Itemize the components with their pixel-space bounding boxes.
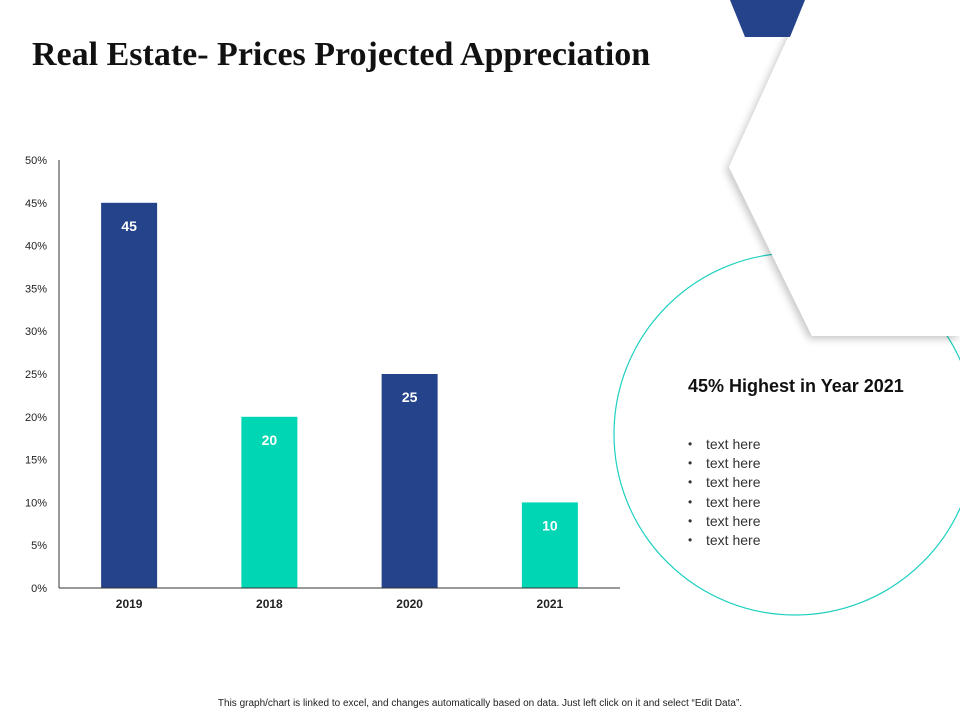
bar-data-label: 25 — [402, 389, 418, 405]
y-tick-label: 10% — [25, 497, 47, 509]
list-item-text: text here — [706, 512, 761, 529]
list-item: • text here — [688, 512, 958, 531]
bar-2018 — [241, 416, 298, 588]
highlight-panel: 45% Highest in Year 2021 • text here • tex… — [688, 376, 958, 550]
hexagon-decoration — [729, 0, 960, 336]
list-item-text: text here — [706, 455, 761, 472]
list-item-text: text here — [706, 493, 761, 510]
list-item: • text here — [688, 435, 958, 454]
x-axis: 2019 2018 2020 2021 — [59, 587, 620, 611]
footnote: This graph/chart is linked to excel, and… — [217, 698, 743, 709]
list-item: • text here — [688, 531, 958, 550]
list-item-text: text here — [706, 531, 761, 548]
x-tick-label: 2019 — [116, 597, 143, 611]
x-tick-label: 2018 — [256, 597, 283, 611]
bullet-dot: • — [688, 475, 693, 490]
y-tick-label: 50% — [25, 155, 47, 167]
bullet-list: • text here • text here • text here • text h… — [688, 435, 958, 550]
y-tick-label: 5% — [31, 540, 47, 552]
bullet-dot: • — [688, 437, 693, 451]
y-tick-label: 30% — [25, 326, 47, 338]
list-item: • text here — [688, 473, 958, 492]
x-tick-label: 2020 — [396, 597, 423, 611]
bar-data-label: 10 — [542, 517, 558, 533]
bullet-dot: • — [688, 456, 693, 471]
bars: 45 20 25 10 — [101, 202, 578, 589]
bar-data-label: 45 — [121, 218, 137, 234]
x-tick-label: 2021 — [537, 597, 564, 611]
y-tick-label: 45% — [25, 198, 47, 210]
bar-2021 — [521, 502, 578, 588]
navy-tab-decoration — [730, 0, 805, 37]
list-item: • text here — [688, 493, 958, 512]
bar-2019 — [101, 202, 158, 589]
y-tick-label: 25% — [25, 369, 47, 381]
highlight-heading: 45% Highest in Year 2021 — [688, 376, 904, 396]
bullet-dot: • — [688, 532, 693, 547]
bar-data-label: 20 — [262, 432, 278, 448]
bar-chart: 0% 5% 10% 15% 20% 25% 30% 35% 40% 45% 50% 45 20 25 10… — [25, 155, 620, 611]
list-item: • text here — [688, 454, 958, 473]
y-tick-label: 15% — [25, 455, 47, 467]
bar-2020 — [381, 374, 438, 588]
list-item-text: text here — [706, 436, 761, 452]
list-item-text: text here — [706, 474, 761, 491]
y-axis: 0% 5% 10% 15% 20% 25% 30% 35% 40% 45% 50% — [25, 155, 60, 595]
bullet-dot: • — [688, 513, 693, 528]
y-tick-label: 35% — [25, 283, 47, 295]
y-tick-label: 0% — [31, 583, 47, 595]
bullet-dot: • — [688, 494, 693, 509]
y-tick-label: 40% — [25, 241, 47, 253]
y-tick-label: 20% — [25, 412, 47, 424]
page-title: Real Estate- Prices Projected Appreciati… — [32, 36, 651, 73]
